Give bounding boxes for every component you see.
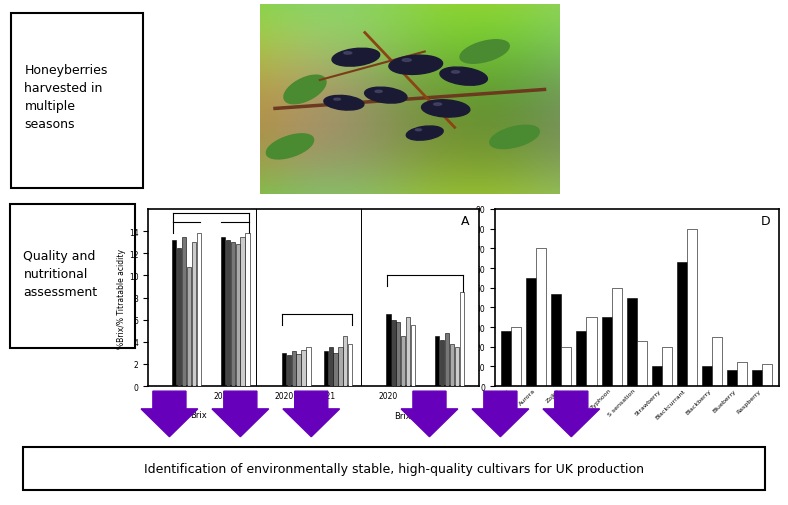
Bar bbox=[301, 350, 306, 386]
Bar bbox=[226, 240, 230, 386]
Bar bbox=[245, 234, 250, 386]
Ellipse shape bbox=[324, 96, 364, 111]
Bar bbox=[333, 353, 338, 386]
Bar bbox=[396, 322, 400, 386]
Ellipse shape bbox=[422, 100, 470, 118]
Bar bbox=[236, 245, 240, 386]
Text: A: A bbox=[461, 215, 469, 228]
Text: Brix/Acid: Brix/Acid bbox=[394, 410, 432, 419]
Ellipse shape bbox=[286, 75, 324, 106]
Ellipse shape bbox=[344, 53, 351, 55]
Bar bbox=[401, 337, 405, 386]
Bar bbox=[601, 318, 611, 386]
Bar bbox=[450, 344, 454, 386]
Bar bbox=[411, 326, 415, 386]
Bar bbox=[296, 355, 301, 386]
Bar bbox=[626, 298, 637, 386]
Bar bbox=[440, 340, 444, 386]
Bar bbox=[561, 347, 571, 386]
Ellipse shape bbox=[375, 91, 382, 93]
Bar bbox=[501, 331, 511, 386]
Text: Brix: Brix bbox=[190, 410, 207, 419]
Bar bbox=[182, 237, 186, 386]
Bar bbox=[737, 363, 747, 386]
Bar bbox=[344, 337, 348, 386]
Bar bbox=[191, 243, 196, 386]
Bar bbox=[196, 234, 201, 386]
Ellipse shape bbox=[332, 49, 380, 67]
Ellipse shape bbox=[491, 125, 538, 150]
Bar bbox=[526, 278, 537, 386]
Bar bbox=[324, 351, 328, 386]
Bar bbox=[221, 237, 225, 386]
Bar bbox=[392, 320, 396, 386]
Y-axis label: FRAP (mmol/100 mL): FRAP (mmol/100 mL) bbox=[463, 258, 473, 338]
Bar bbox=[712, 337, 722, 386]
Bar bbox=[537, 249, 546, 386]
Ellipse shape bbox=[415, 129, 422, 131]
Bar bbox=[177, 248, 181, 386]
Bar bbox=[762, 365, 772, 386]
Bar bbox=[662, 347, 672, 386]
Bar bbox=[611, 288, 622, 386]
Bar bbox=[753, 371, 762, 386]
Bar bbox=[406, 318, 411, 386]
Bar bbox=[459, 292, 464, 386]
Bar bbox=[727, 371, 737, 386]
Bar bbox=[577, 331, 586, 386]
Text: Acid: Acid bbox=[296, 410, 314, 419]
Ellipse shape bbox=[440, 69, 488, 85]
Bar bbox=[307, 347, 310, 386]
Text: Honeyberries
harvested in
multiple
seasons: Honeyberries harvested in multiple seaso… bbox=[24, 64, 108, 131]
Ellipse shape bbox=[364, 88, 407, 104]
Ellipse shape bbox=[433, 104, 441, 106]
Y-axis label: %Brix/% Titratable acidity: %Brix/% Titratable acidity bbox=[117, 248, 126, 348]
Bar bbox=[687, 229, 697, 386]
Ellipse shape bbox=[267, 134, 313, 161]
Ellipse shape bbox=[406, 127, 444, 141]
Bar bbox=[187, 267, 191, 386]
Bar bbox=[445, 333, 449, 386]
Bar bbox=[292, 351, 296, 386]
Bar bbox=[677, 263, 687, 386]
Bar bbox=[386, 315, 391, 386]
Bar bbox=[172, 240, 177, 386]
Bar bbox=[329, 347, 333, 386]
Bar bbox=[637, 341, 647, 386]
Bar bbox=[511, 327, 521, 386]
Bar bbox=[338, 347, 343, 386]
Bar bbox=[231, 243, 235, 386]
Bar bbox=[455, 347, 459, 386]
Ellipse shape bbox=[334, 99, 340, 101]
Ellipse shape bbox=[389, 56, 442, 75]
Ellipse shape bbox=[464, 38, 505, 67]
Text: Identification of environmentally stable, high-quality cultivars for UK producti: Identification of environmentally stable… bbox=[144, 462, 644, 475]
Bar bbox=[435, 337, 440, 386]
Bar bbox=[652, 367, 662, 386]
Ellipse shape bbox=[402, 60, 411, 62]
Bar bbox=[586, 318, 597, 386]
Bar bbox=[702, 367, 712, 386]
Bar bbox=[240, 237, 245, 386]
Text: D: D bbox=[760, 215, 770, 228]
Bar bbox=[552, 294, 561, 386]
Ellipse shape bbox=[452, 72, 459, 74]
Text: Quality and
nutritional
assessment: Quality and nutritional assessment bbox=[24, 249, 98, 298]
Bar bbox=[287, 356, 291, 386]
Bar bbox=[282, 353, 286, 386]
Bar bbox=[348, 344, 352, 386]
